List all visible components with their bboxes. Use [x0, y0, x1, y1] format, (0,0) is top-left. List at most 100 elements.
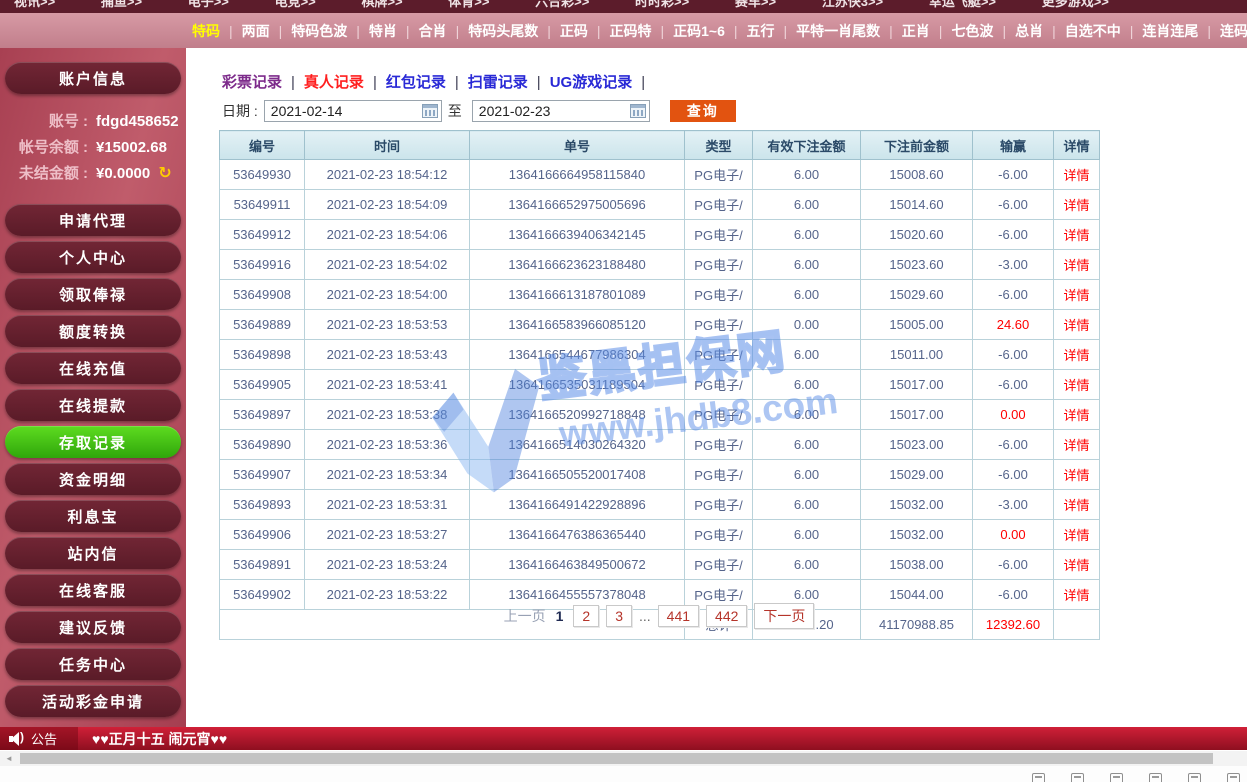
sub-nav-item[interactable]: 特码头尾数 [468, 22, 539, 39]
browser-icon[interactable] [1071, 773, 1084, 782]
top-nav-item[interactable]: 更多游戏>> [1041, 0, 1109, 9]
sidebar-item-个人中心[interactable]: 个人中心 [5, 241, 181, 273]
page-下一页[interactable]: 下一页 [754, 603, 815, 629]
detail-link[interactable]: 详情 [1063, 198, 1090, 213]
sub-nav-item[interactable]: 连码 [1220, 22, 1247, 39]
detail-link[interactable]: 详情 [1063, 288, 1090, 303]
top-nav-item[interactable]: 棋牌>> [361, 0, 403, 9]
top-nav-item[interactable]: 捕鱼>> [100, 0, 143, 9]
sidebar-item-活动彩金申请[interactable]: 活动彩金申请 [5, 685, 181, 717]
tab-真人记录[interactable]: 真人记录 [303, 74, 364, 91]
calendar-icon[interactable] [421, 104, 438, 118]
cell-time: 2021-02-23 18:53:43 [304, 339, 470, 370]
sub-nav-item[interactable]: 正码特 [609, 22, 652, 39]
sidebar-item-在线提款[interactable]: 在线提款 [5, 389, 181, 421]
top-nav-item[interactable]: 六合彩>> [535, 0, 590, 9]
top-nav-item[interactable]: 视讯>> [14, 0, 56, 9]
sidebar-item-资金明细[interactable]: 资金明细 [5, 463, 181, 495]
detail-link[interactable]: 详情 [1063, 378, 1090, 393]
detail-link[interactable]: 详情 [1063, 168, 1090, 183]
sidebar-item-在线客服[interactable]: 在线客服 [5, 574, 181, 606]
detail-link[interactable]: 详情 [1063, 228, 1090, 243]
calendar-icon[interactable] [629, 104, 646, 118]
browser-icon[interactable] [1149, 773, 1162, 782]
sub-nav-item[interactable]: 总肖 [1015, 22, 1044, 39]
sub-nav-item[interactable]: 七色波 [951, 22, 994, 39]
browser-toolbar-icons [1032, 773, 1240, 782]
top-nav-item[interactable]: 电子>> [187, 0, 229, 9]
sub-nav-item[interactable]: 特码色波 [291, 22, 348, 39]
top-nav-item[interactable]: 电竞>> [274, 0, 316, 9]
browser-icon[interactable] [1032, 773, 1045, 782]
scrollbar-left-arrow-icon[interactable]: ◄ [5, 754, 13, 763]
sub-nav-item[interactable]: 正码1~6 [673, 22, 725, 39]
cell-balance-before: 15038.00 [860, 549, 973, 580]
search-button[interactable]: 查询 [669, 100, 736, 122]
sidebar-item-在线充值[interactable]: 在线充值 [5, 352, 181, 384]
sidebar-item-任务中心[interactable]: 任务中心 [5, 648, 181, 680]
cell-balance-before: 15032.00 [860, 519, 973, 550]
sub-nav-item[interactable]: 五行 [746, 22, 775, 39]
top-nav-item[interactable]: 体育>> [448, 0, 490, 9]
tab-扫雷记录[interactable]: 扫雷记录 [467, 74, 528, 91]
page-3[interactable]: 3 [606, 605, 632, 627]
sidebar-header-account-info[interactable]: 账户信息 [5, 62, 181, 94]
browser-icon[interactable] [1188, 773, 1201, 782]
detail-link[interactable]: 详情 [1063, 408, 1090, 423]
scrollbar-thumb[interactable] [20, 753, 1213, 764]
nav-separator: | [1052, 22, 1056, 39]
page-...: ... [639, 608, 651, 624]
detail-link[interactable]: 详情 [1063, 558, 1090, 573]
record-tabs: 彩票记录 | 真人记录 | 红包记录 | 扫雷记录 | UG游戏记录 | [222, 71, 654, 92]
top-nav-item[interactable]: 时时彩>> [635, 0, 690, 9]
sub-nav-item[interactable]: 特肖 [368, 22, 397, 39]
detail-link[interactable]: 详情 [1063, 528, 1090, 543]
tab-红包记录[interactable]: 红包记录 [385, 74, 446, 91]
sidebar-item-申请代理[interactable]: 申请代理 [5, 204, 181, 236]
cell-balance-before: 15008.60 [860, 159, 973, 190]
tab-UG游戏记录[interactable]: UG游戏记录 [549, 74, 633, 91]
sidebar-item-额度转换[interactable]: 额度转换 [5, 315, 181, 347]
detail-link[interactable]: 详情 [1063, 438, 1090, 453]
cell-time: 2021-02-23 18:53:34 [304, 459, 470, 490]
detail-link[interactable]: 详情 [1063, 348, 1090, 363]
browser-bottom-strip [0, 766, 1247, 782]
detail-link[interactable]: 详情 [1063, 258, 1090, 273]
sidebar-item-领取俸禄[interactable]: 领取俸禄 [5, 278, 181, 310]
cell-winloss: -6.00 [972, 339, 1054, 370]
refresh-icon[interactable]: ↻ [158, 164, 172, 182]
sub-nav-item[interactable]: 正肖 [901, 22, 930, 39]
browser-icon[interactable] [1227, 773, 1240, 782]
top-nav-item[interactable]: 江苏快3>> [821, 0, 884, 9]
tab-彩票记录[interactable]: 彩票记录 [222, 74, 283, 91]
sub-nav-item[interactable]: 平特一肖尾数 [796, 22, 881, 39]
detail-link[interactable]: 详情 [1063, 588, 1090, 603]
sub-nav-item[interactable]: 连肖连尾 [1142, 22, 1199, 39]
sidebar-item-存取记录[interactable]: 存取记录 [5, 426, 181, 458]
cell-order-number: 1364166544677986304 [469, 339, 685, 370]
sub-nav-item[interactable]: 特码 [192, 22, 220, 39]
sidebar-item-利息宝[interactable]: 利息宝 [5, 500, 181, 532]
sub-nav-item[interactable]: 正码 [559, 22, 588, 39]
sub-nav-item[interactable]: 合肖 [418, 22, 447, 39]
date-from-input[interactable]: 2021-02-14 [263, 100, 442, 122]
sub-nav-item[interactable]: 两面 [241, 22, 270, 39]
sidebar-item-建议反馈[interactable]: 建议反馈 [5, 611, 181, 643]
page-441[interactable]: 441 [657, 605, 700, 627]
page-442[interactable]: 442 [706, 605, 748, 627]
date-to-input[interactable]: 2021-02-23 [471, 100, 650, 122]
top-nav-item[interactable]: 幸运飞艇>> [928, 0, 997, 9]
cell-totals-balance-before: 41170988.85 [860, 609, 973, 640]
detail-link[interactable]: 详情 [1063, 498, 1090, 513]
detail-link[interactable]: 详情 [1063, 318, 1090, 333]
date-filter-bar: 日期 : 2021-02-14 至 2021-02-23 查询 [222, 99, 736, 123]
cell-id: 53649905 [219, 369, 305, 400]
sidebar-item-站内信[interactable]: 站内信 [5, 537, 181, 569]
sub-nav-item[interactable]: 自选不中 [1064, 22, 1121, 39]
column-header: 下注前金额 [860, 130, 973, 160]
page-2[interactable]: 2 [573, 605, 600, 627]
top-nav-item[interactable]: 赛车>> [734, 0, 777, 9]
detail-link[interactable]: 详情 [1063, 468, 1090, 483]
table-row: 53649906 2021-02-23 18:53:27 1364166476386… [219, 519, 1100, 550]
browser-icon[interactable] [1110, 773, 1123, 782]
